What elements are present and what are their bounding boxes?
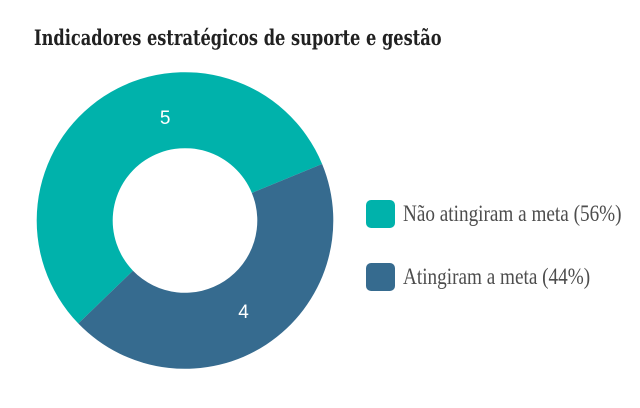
legend-item-atingiram[interactable]: Atingiram a meta (44%) (366, 263, 632, 292)
slice-value-label-nao-atingiram: 5 (160, 108, 171, 129)
legend-item-nao-atingiram[interactable]: Não atingiram a meta (56%) (366, 200, 640, 229)
donut-slice-atingiram[interactable] (78, 163, 334, 369)
donut-slices (36, 72, 334, 369)
legend-swatch-atingiram-icon (366, 263, 395, 292)
legend-label-nao-atingiram: Não atingiram a meta (56%) (403, 200, 622, 227)
donut-slice-labels: 54 (160, 108, 249, 323)
legend-label-atingiram: Atingiram a meta (44%) (403, 263, 591, 290)
chart-title: Indicadores estratégicos de suporte e ge… (34, 25, 442, 51)
legend-swatch-nao-atingiram-icon (366, 200, 395, 229)
donut-slice-nao-atingiram[interactable] (36, 72, 323, 324)
slice-value-label-atingiram: 4 (238, 302, 249, 323)
